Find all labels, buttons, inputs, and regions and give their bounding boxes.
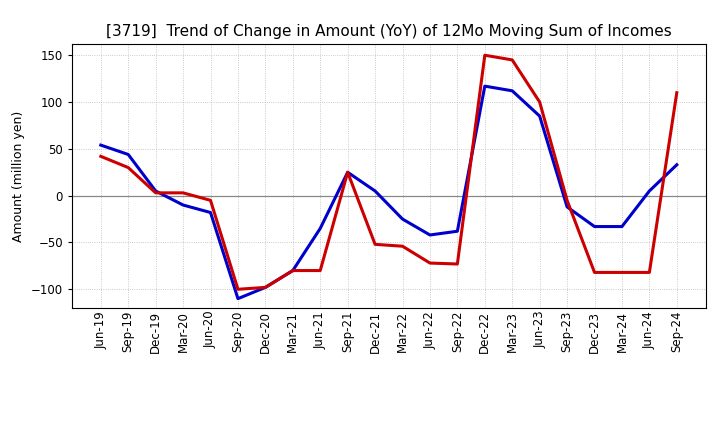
Ordinary Income — [645, 188, 654, 194]
Net Income — [480, 53, 489, 58]
Net Income — [233, 286, 242, 292]
Ordinary Income — [233, 296, 242, 301]
Net Income — [261, 285, 270, 290]
Net Income — [590, 270, 599, 275]
Net Income — [151, 190, 160, 195]
Net Income — [206, 198, 215, 203]
Ordinary Income — [124, 152, 132, 157]
Net Income — [96, 154, 105, 159]
Ordinary Income — [151, 188, 160, 194]
Ordinary Income — [371, 188, 379, 194]
Line: Net Income: Net Income — [101, 55, 677, 289]
Net Income — [645, 270, 654, 275]
Net Income — [536, 99, 544, 105]
Ordinary Income — [618, 224, 626, 229]
Ordinary Income — [261, 285, 270, 290]
Net Income — [453, 261, 462, 267]
Ordinary Income — [426, 232, 434, 238]
Ordinary Income — [179, 202, 187, 208]
Ordinary Income — [453, 229, 462, 234]
Ordinary Income — [536, 114, 544, 119]
Net Income — [398, 244, 407, 249]
Y-axis label: Amount (million yen): Amount (million yen) — [12, 110, 25, 242]
Ordinary Income — [398, 216, 407, 222]
Ordinary Income — [563, 204, 572, 209]
Net Income — [371, 242, 379, 247]
Ordinary Income — [480, 84, 489, 89]
Net Income — [316, 268, 325, 273]
Net Income — [124, 165, 132, 170]
Net Income — [618, 270, 626, 275]
Line: Ordinary Income: Ordinary Income — [101, 86, 677, 299]
Title: [3719]  Trend of Change in Amount (YoY) of 12Mo Moving Sum of Incomes: [3719] Trend of Change in Amount (YoY) o… — [106, 24, 672, 39]
Ordinary Income — [96, 143, 105, 148]
Net Income — [672, 90, 681, 95]
Net Income — [508, 57, 516, 62]
Ordinary Income — [289, 268, 297, 273]
Net Income — [289, 268, 297, 273]
Ordinary Income — [508, 88, 516, 93]
Ordinary Income — [316, 226, 325, 231]
Net Income — [343, 169, 352, 175]
Ordinary Income — [590, 224, 599, 229]
Net Income — [179, 190, 187, 195]
Ordinary Income — [343, 169, 352, 175]
Ordinary Income — [206, 210, 215, 215]
Ordinary Income — [672, 162, 681, 167]
Net Income — [426, 260, 434, 266]
Net Income — [563, 198, 572, 203]
